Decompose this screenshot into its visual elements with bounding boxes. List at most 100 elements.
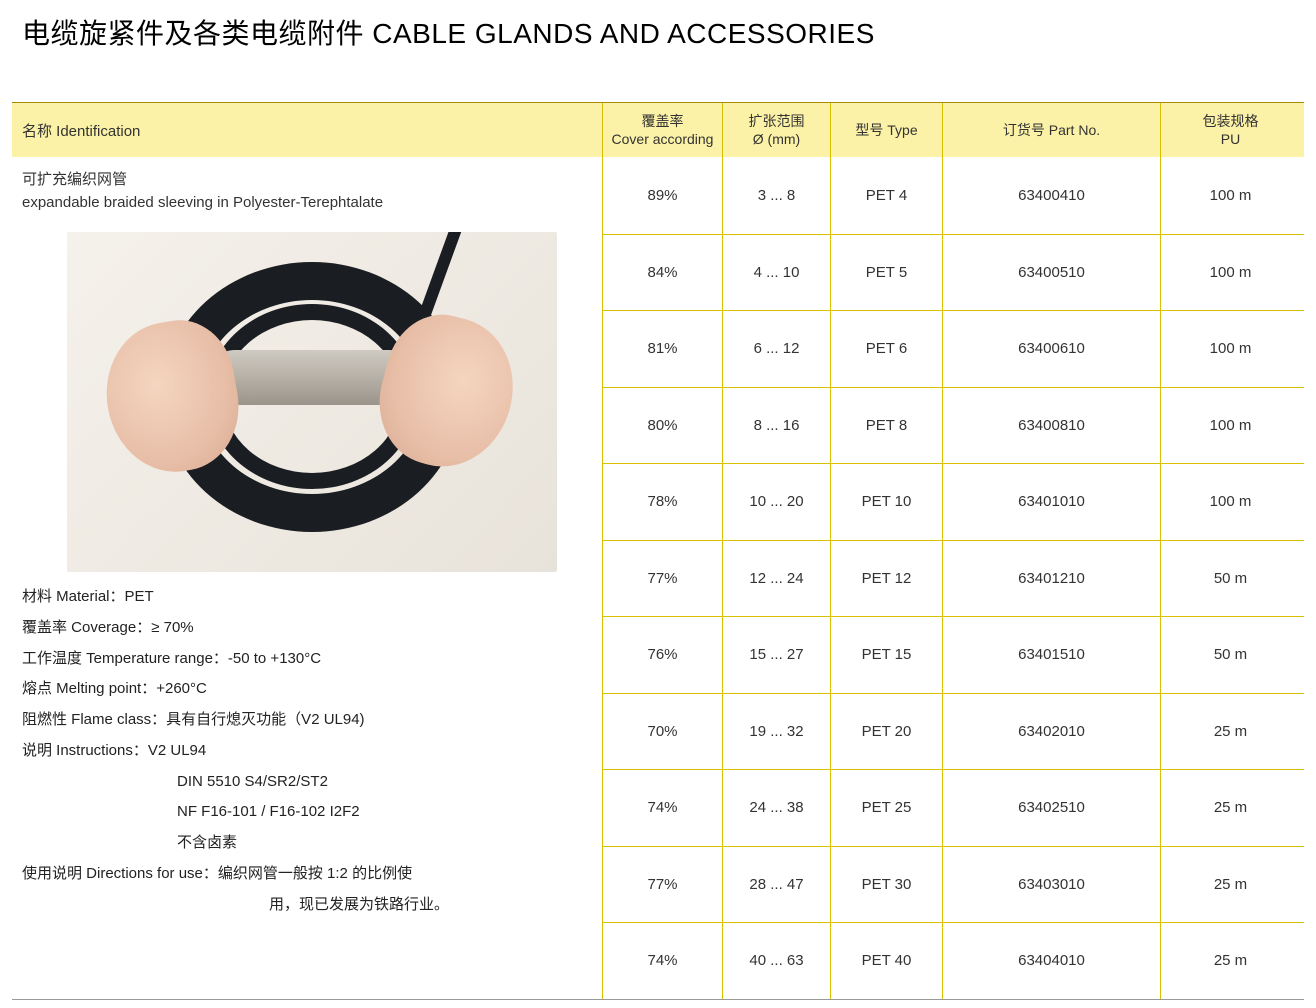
cell-exp: 24 ... 38 (722, 770, 830, 846)
spec-instructions-1: 说明 Instructions：V2 UL94 (22, 736, 592, 767)
table-row: 80%8 ... 16PET 863400810100 m (602, 387, 1304, 464)
product-name-cn: 可扩充编织网管 (22, 169, 592, 192)
cell-cover: 77% (602, 847, 722, 923)
table-header-row: 覆盖率 Cover according 扩张范围 Ø (mm) 型号 Type … (602, 103, 1304, 157)
cell-cover: 74% (602, 923, 722, 999)
cell-pu: 100 m (1160, 235, 1300, 311)
table-body: 89%3 ... 8PET 463400410100 m84%4 ... 10P… (602, 157, 1304, 999)
product-name-en: expandable braided sleeving in Polyester… (22, 192, 592, 215)
header-expansion: 扩张范围 Ø (mm) (722, 103, 830, 157)
content-area: 名称 Identification 可扩充编织网管 expandable bra… (12, 102, 1304, 1000)
spec-coverage: 覆盖率 Coverage：≥ 70% (22, 613, 592, 644)
cell-pu: 50 m (1160, 617, 1300, 693)
header-pu-cn: 包装规格 (1203, 112, 1259, 130)
cell-part: 63400810 (942, 388, 1160, 464)
table-row: 77%28 ... 47PET 306340301025 m (602, 846, 1304, 923)
cell-type: PET 30 (830, 847, 942, 923)
cell-part: 63400410 (942, 157, 1160, 234)
spec-flame: 阻燃性 Flame class：具有自行熄灭功能（V2 UL94) (22, 705, 592, 736)
spec-directions-1: 使用说明 Directions for use：编织网管一般按 1:2 的比例使 (22, 859, 592, 890)
cell-type: PET 4 (830, 157, 942, 234)
spec-instructions-2: DIN 5510 S4/SR2/ST2 (22, 767, 592, 798)
cell-type: PET 8 (830, 388, 942, 464)
cell-pu: 50 m (1160, 541, 1300, 617)
table-row: 74%40 ... 63PET 406340401025 m (602, 922, 1304, 999)
spec-melting: 熔点 Melting point：+260°C (22, 674, 592, 705)
cell-exp: 10 ... 20 (722, 464, 830, 540)
cell-type: PET 15 (830, 617, 942, 693)
spec-material: 材料 Material：PET (22, 582, 592, 613)
table-row: 78%10 ... 20PET 1063401010100 m (602, 463, 1304, 540)
cell-part: 63401010 (942, 464, 1160, 540)
cell-exp: 40 ... 63 (722, 923, 830, 999)
cell-exp: 8 ... 16 (722, 388, 830, 464)
table-row: 74%24 ... 38PET 256340251025 m (602, 769, 1304, 846)
cell-cover: 74% (602, 770, 722, 846)
spec-directions-2: 用，现已发展为铁路行业。 (22, 890, 592, 921)
cell-part: 63402510 (942, 770, 1160, 846)
cell-cover: 78% (602, 464, 722, 540)
cell-type: PET 5 (830, 235, 942, 311)
product-specs: 材料 Material：PET 覆盖率 Coverage：≥ 70% 工作温度 … (12, 582, 602, 930)
cell-part: 63401210 (942, 541, 1160, 617)
cell-cover: 77% (602, 541, 722, 617)
cell-part: 63404010 (942, 923, 1160, 999)
page-title: 电缆旋紧件及各类电缆附件 CABLE GLANDS AND ACCESSORIE… (22, 12, 1304, 52)
cell-exp: 12 ... 24 (722, 541, 830, 617)
header-exp-en: Ø (mm) (753, 130, 800, 148)
cell-cover: 81% (602, 311, 722, 387)
table-row: 81%6 ... 12PET 663400610100 m (602, 310, 1304, 387)
table-row: 89%3 ... 8PET 463400410100 m (602, 157, 1304, 234)
cell-exp: 3 ... 8 (722, 157, 830, 234)
cell-exp: 28 ... 47 (722, 847, 830, 923)
table-row: 77%12 ... 24PET 126340121050 m (602, 540, 1304, 617)
cell-part: 63400510 (942, 235, 1160, 311)
header-partno-label: 订货号 Part No. (1003, 121, 1100, 139)
cell-exp: 6 ... 12 (722, 311, 830, 387)
identification-column: 名称 Identification 可扩充编织网管 expandable bra… (12, 102, 602, 1000)
cell-pu: 100 m (1160, 311, 1300, 387)
header-pu: 包装规格 PU (1160, 103, 1300, 157)
cell-cover: 84% (602, 235, 722, 311)
header-identification: 名称 Identification (12, 103, 602, 157)
cell-pu: 25 m (1160, 694, 1300, 770)
spec-instructions-3: NF F16-101 / F16-102 I2F2 (22, 797, 592, 828)
header-exp-cn: 扩张范围 (749, 112, 805, 130)
cell-part: 63402010 (942, 694, 1160, 770)
cell-part: 63400610 (942, 311, 1160, 387)
spec-temp: 工作温度 Temperature range：-50 to +130°C (22, 644, 592, 675)
cell-pu: 25 m (1160, 847, 1300, 923)
cell-part: 63403010 (942, 847, 1160, 923)
cell-pu: 100 m (1160, 388, 1300, 464)
cell-exp: 15 ... 27 (722, 617, 830, 693)
header-partno: 订货号 Part No. (942, 103, 1160, 157)
cell-cover: 80% (602, 388, 722, 464)
header-identification-label: 名称 Identification (22, 120, 140, 141)
cell-pu: 25 m (1160, 923, 1300, 999)
cell-cover: 76% (602, 617, 722, 693)
header-cover: 覆盖率 Cover according (602, 103, 722, 157)
header-type-label: 型号 Type (855, 121, 917, 139)
header-pu-en: PU (1221, 130, 1240, 148)
table-row: 84%4 ... 10PET 563400510100 m (602, 234, 1304, 311)
cell-pu: 100 m (1160, 464, 1300, 540)
cell-cover: 89% (602, 157, 722, 234)
cell-pu: 25 m (1160, 770, 1300, 846)
header-cover-cn: 覆盖率 (642, 112, 684, 130)
cell-part: 63401510 (942, 617, 1160, 693)
header-type: 型号 Type (830, 103, 942, 157)
cell-type: PET 10 (830, 464, 942, 540)
data-table: 覆盖率 Cover according 扩张范围 Ø (mm) 型号 Type … (602, 102, 1304, 1000)
cell-pu: 100 m (1160, 157, 1300, 234)
cell-type: PET 6 (830, 311, 942, 387)
cell-cover: 70% (602, 694, 722, 770)
product-name: 可扩充编织网管 expandable braided sleeving in P… (12, 157, 602, 224)
table-row: 70%19 ... 32PET 206340201025 m (602, 693, 1304, 770)
table-row: 76%15 ... 27PET 156340151050 m (602, 616, 1304, 693)
cell-type: PET 40 (830, 923, 942, 999)
cell-type: PET 12 (830, 541, 942, 617)
product-image (67, 232, 557, 572)
cell-exp: 19 ... 32 (722, 694, 830, 770)
cell-type: PET 20 (830, 694, 942, 770)
header-cover-en: Cover according (612, 130, 714, 148)
